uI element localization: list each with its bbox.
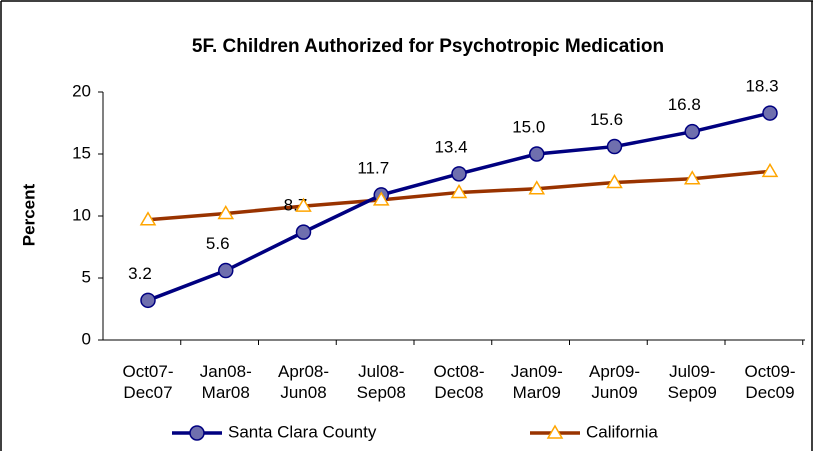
y-tick-label: 15 <box>72 143 91 162</box>
y-axis-label: Percent <box>19 183 38 246</box>
y-tick-label: 5 <box>82 267 91 286</box>
point <box>683 170 701 185</box>
data-label: 3.2 <box>128 264 152 283</box>
x-tick-label: Jan08-Mar08 <box>199 362 252 402</box>
y-tick-label: 10 <box>72 205 91 224</box>
x-tick-label: Oct08-Dec08 <box>433 362 485 402</box>
point <box>295 197 312 212</box>
point <box>140 292 156 309</box>
x-tick-label: Jan09-Mar09 <box>510 362 563 402</box>
point <box>218 262 234 279</box>
chart-title: 5F. Children Authorized for Psychotropic… <box>192 36 664 57</box>
point <box>529 146 545 162</box>
point <box>217 205 235 220</box>
point <box>528 180 546 195</box>
data-label: 11.7 <box>357 158 389 177</box>
data-label: 5.6 <box>206 234 230 253</box>
data-label: 15.0 <box>512 117 545 136</box>
x-tick-label: Apr09-Jun09 <box>588 362 641 402</box>
x-tick-label: Apr08-Jun08 <box>277 362 330 402</box>
point <box>450 183 468 199</box>
data-label: 18.3 <box>745 77 778 96</box>
point <box>684 123 700 140</box>
point <box>606 174 623 189</box>
data-label: 13.4 <box>434 137 467 156</box>
point <box>295 224 312 240</box>
y-tick-label: 0 <box>82 329 91 348</box>
x-tick-label: Oct09-Dec09 <box>744 362 796 402</box>
point <box>372 191 390 206</box>
point <box>762 105 778 121</box>
x-tick-label: Jul09-Sep09 <box>667 362 717 402</box>
point <box>189 425 205 441</box>
legend-label: Santa Clara County <box>228 422 377 441</box>
point <box>546 424 564 439</box>
x-tick-label: Oct07-Dec07 <box>122 362 174 402</box>
point <box>606 138 623 155</box>
legend-label: California <box>586 422 658 441</box>
point <box>451 166 467 182</box>
data-label: 15.6 <box>590 110 623 129</box>
point <box>761 162 779 178</box>
point <box>139 211 157 226</box>
x-tick-label: Jul08-Sep08 <box>356 362 406 402</box>
data-label: 16.8 <box>668 95 701 114</box>
y-tick-label: 20 <box>72 81 91 100</box>
